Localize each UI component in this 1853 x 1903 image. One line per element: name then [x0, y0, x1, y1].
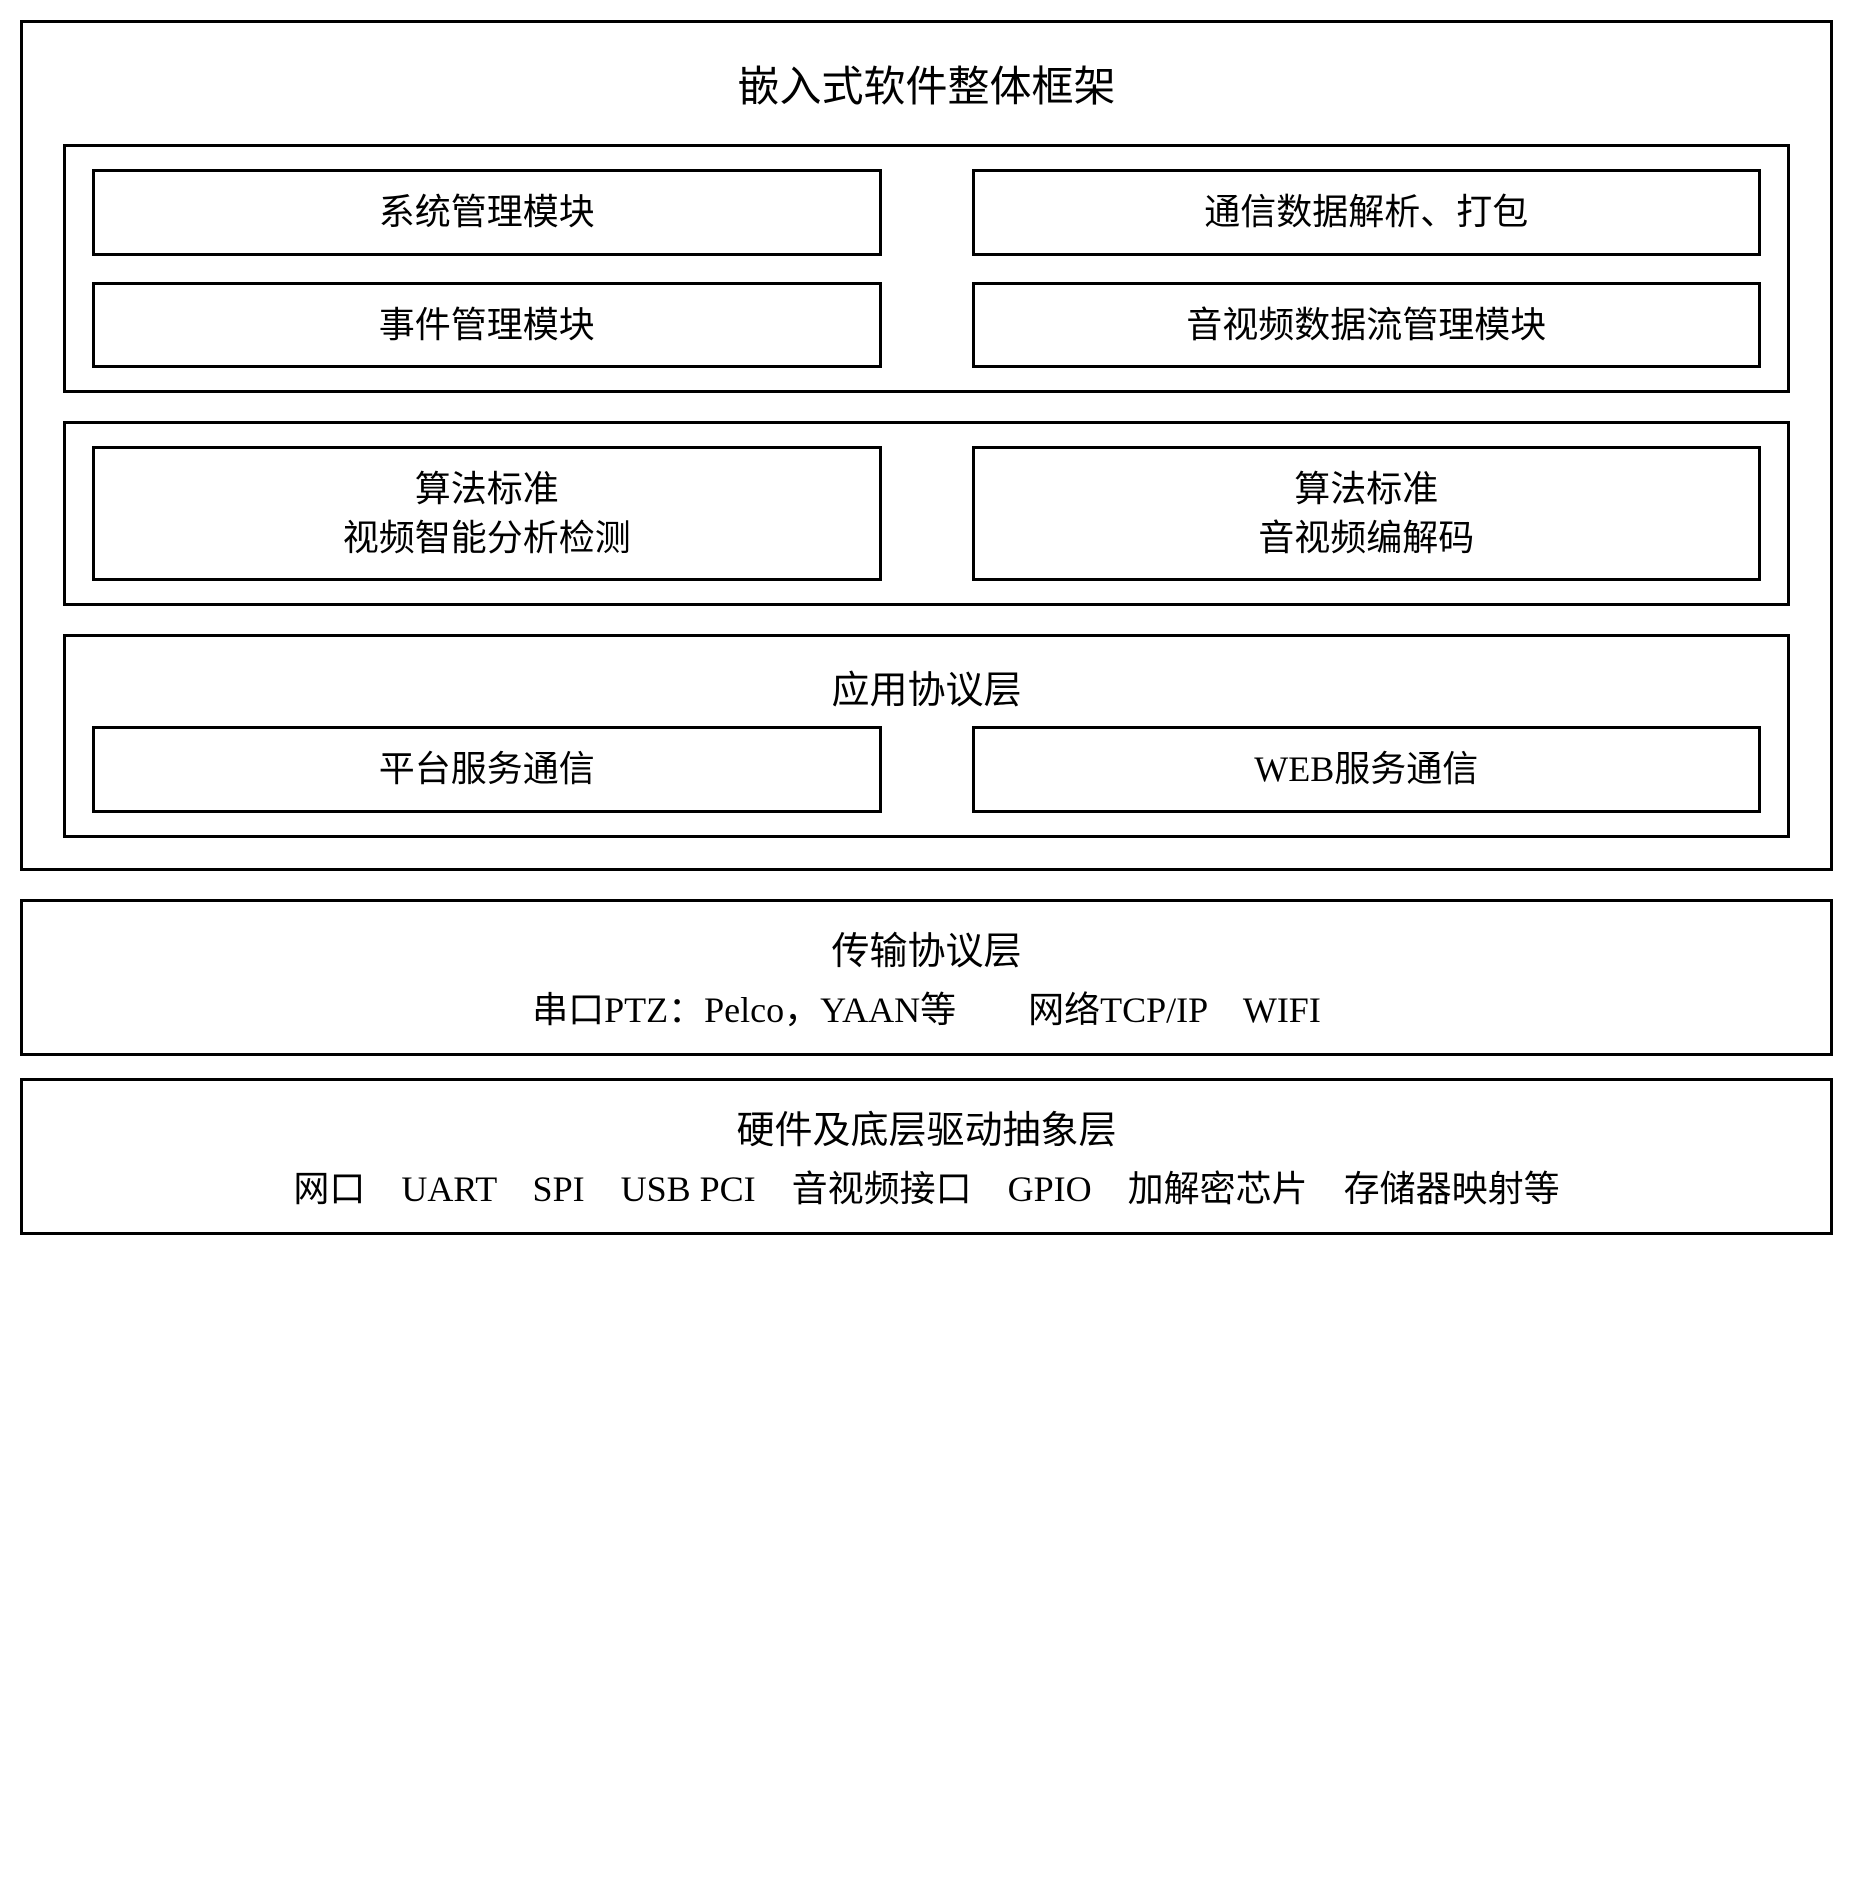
layer-header: 传输协议层	[33, 920, 1820, 975]
cell-text: 算法标准	[103, 465, 871, 514]
diagram-title: 嵌入式软件整体框架	[63, 53, 1790, 114]
row: 算法标准 视频智能分析检测 算法标准 音视频编解码	[92, 446, 1761, 581]
main-frame: 嵌入式软件整体框架 系统管理模块 通信数据解析、打包 事件管理模块 音视频数据流…	[20, 20, 1833, 871]
layer-hardware: 硬件及底层驱动抽象层 网口 UART SPI USB PCI 音视频接口 GPI…	[20, 1078, 1833, 1235]
layer-detail: 网口 UART SPI USB PCI 音视频接口 GPIO 加解密芯片 存储器…	[33, 1160, 1820, 1212]
cell-comm-parse: 通信数据解析、打包	[972, 169, 1762, 256]
cell-web-comm: WEB服务通信	[972, 726, 1762, 813]
cell-text: 系统管理模块	[103, 188, 871, 237]
cell-text: 通信数据解析、打包	[983, 188, 1751, 237]
cell-platform-comm: 平台服务通信	[92, 726, 882, 813]
cell-text: WEB服务通信	[983, 745, 1751, 794]
cell-algo-video: 算法标准 视频智能分析检测	[92, 446, 882, 581]
cell-algo-codec: 算法标准 音视频编解码	[972, 446, 1762, 581]
layer-algorithms: 算法标准 视频智能分析检测 算法标准 音视频编解码	[63, 421, 1790, 606]
row: 事件管理模块 音视频数据流管理模块	[92, 282, 1761, 369]
layer-app-protocol: 应用协议层 平台服务通信 WEB服务通信	[63, 634, 1790, 838]
layer-transport: 传输协议层 串口PTZ：Pelco，YAAN等 网络TCP/IP WIFI	[20, 899, 1833, 1056]
cell-text: 音视频编解码	[983, 514, 1751, 563]
cell-text: 平台服务通信	[103, 745, 871, 794]
layer-management: 系统管理模块 通信数据解析、打包 事件管理模块 音视频数据流管理模块	[63, 144, 1790, 393]
layer-detail: 串口PTZ：Pelco，YAAN等 网络TCP/IP WIFI	[33, 981, 1820, 1033]
cell-av-stream-mgmt: 音视频数据流管理模块	[972, 282, 1762, 369]
cell-system-mgmt: 系统管理模块	[92, 169, 882, 256]
cell-text: 音视频数据流管理模块	[983, 301, 1751, 350]
row: 平台服务通信 WEB服务通信	[92, 726, 1761, 813]
layer-title: 应用协议层	[92, 659, 1761, 714]
cell-text: 算法标准	[983, 465, 1751, 514]
cell-text: 视频智能分析检测	[103, 514, 871, 563]
layer-header: 硬件及底层驱动抽象层	[33, 1099, 1820, 1154]
row: 系统管理模块 通信数据解析、打包	[92, 169, 1761, 256]
cell-event-mgmt: 事件管理模块	[92, 282, 882, 369]
cell-text: 事件管理模块	[103, 301, 871, 350]
